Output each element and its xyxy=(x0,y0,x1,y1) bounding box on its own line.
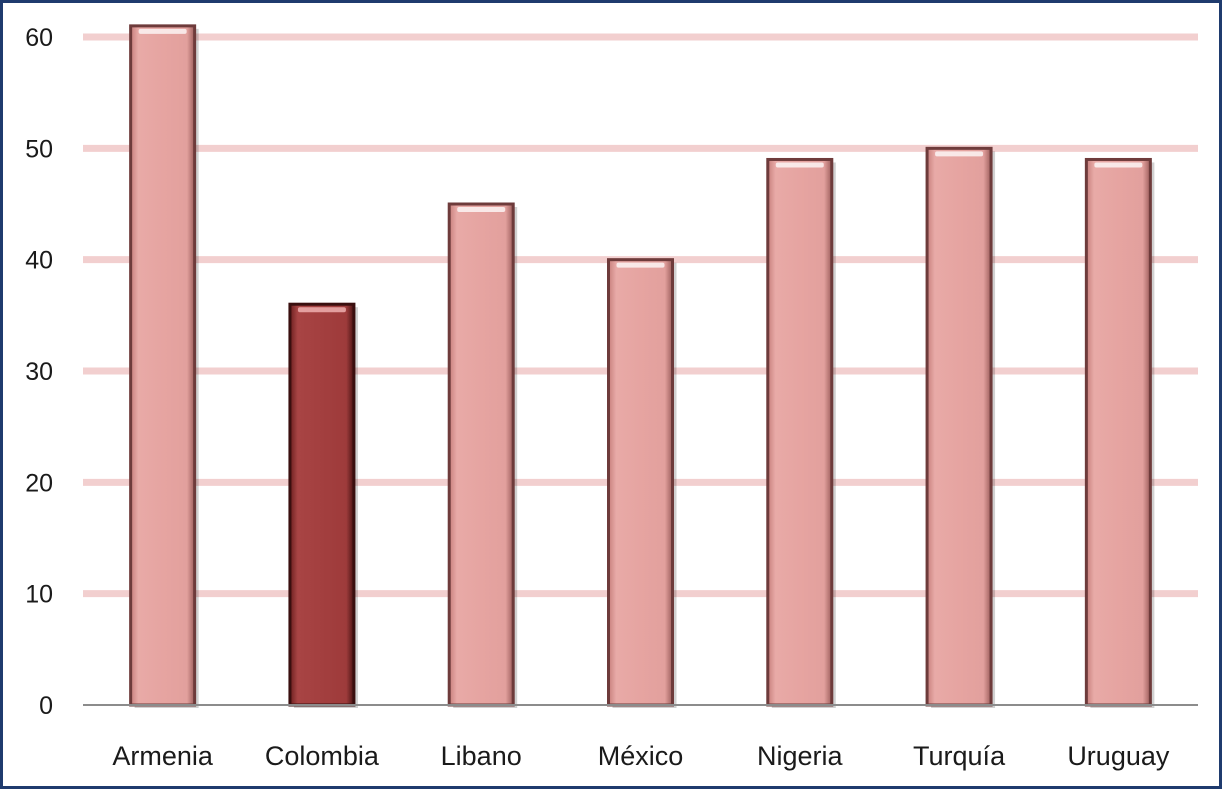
bar-libano xyxy=(447,202,518,708)
x-tick-label: Nigeria xyxy=(757,741,844,771)
bar-chart: 0 10 20 30 40 50 60 Armenia Colombia Libano Méxic… xyxy=(25,24,1198,771)
bar xyxy=(607,258,674,707)
bar-uruguay xyxy=(1084,157,1155,708)
bars xyxy=(129,24,1155,709)
x-tick-label: Colombia xyxy=(265,741,380,771)
bar xyxy=(447,202,515,707)
bar xyxy=(766,157,834,707)
bar-colombia xyxy=(288,302,358,708)
y-tick-label: 10 xyxy=(25,581,53,609)
x-tick-label: Libano xyxy=(441,741,522,771)
x-tick-label: México xyxy=(598,741,684,771)
y-tick-label: 30 xyxy=(25,358,53,386)
x-axis-labels: Armenia Colombia Libano México Nigeria Turquí… xyxy=(112,741,1170,771)
y-tick-label: 50 xyxy=(25,135,53,163)
bar-bevel xyxy=(297,307,346,313)
x-tick-label: Turquía xyxy=(913,741,1006,771)
y-tick-label: 0 xyxy=(39,692,53,720)
bar-méxico xyxy=(607,258,677,708)
bar-bevel xyxy=(935,151,984,157)
bar xyxy=(288,302,356,707)
bar-turquía xyxy=(925,146,996,709)
bar-bevel xyxy=(138,28,187,34)
x-tick-label: Uruguay xyxy=(1067,741,1170,771)
bar xyxy=(1084,157,1152,707)
y-tick-label: 60 xyxy=(25,24,53,52)
y-axis-ticks: 0 10 20 30 40 50 60 xyxy=(25,24,53,720)
bar-armenia xyxy=(129,24,199,709)
bar xyxy=(925,146,993,707)
bar-bevel xyxy=(775,162,824,168)
y-tick-label: 20 xyxy=(25,469,53,497)
bar-bevel xyxy=(616,262,665,268)
bar-bevel xyxy=(457,207,506,212)
bar xyxy=(129,24,197,707)
bar-nigeria xyxy=(766,157,836,708)
y-tick-label: 40 xyxy=(25,247,53,275)
x-tick-label: Armenia xyxy=(112,741,214,771)
bar-bevel xyxy=(1094,162,1143,168)
